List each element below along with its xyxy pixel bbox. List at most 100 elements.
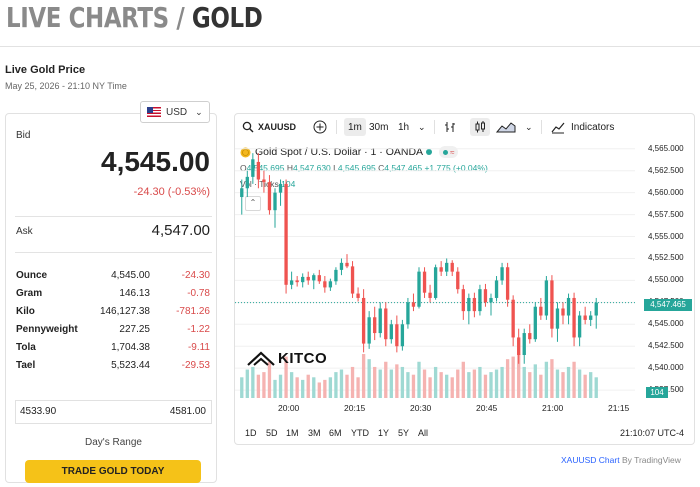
- tradingview-attribution[interactable]: XAUUSD Chart By TradingView: [561, 455, 681, 465]
- candle-body: [467, 297, 471, 312]
- area-chart-icon: [496, 122, 516, 133]
- bar-style-button[interactable]: [443, 118, 457, 136]
- volume-bar: [411, 374, 416, 398]
- candlestick-chart[interactable]: [235, 140, 635, 398]
- volume-bar: [505, 359, 510, 398]
- candle-body: [577, 315, 582, 338]
- y-tick: 4,557.500: [648, 209, 684, 219]
- candle: [306, 271, 310, 285]
- interval-30m[interactable]: 30m: [369, 121, 389, 133]
- x-tick: 21:15: [608, 403, 630, 413]
- volume-bar: [262, 372, 266, 398]
- volume-bar: [306, 374, 310, 398]
- range-5d[interactable]: 5D: [266, 428, 278, 438]
- range-1d[interactable]: 1D: [245, 428, 257, 438]
- symbol-search-button[interactable]: XAUUSD: [242, 118, 296, 136]
- candle: [572, 292, 576, 347]
- volume-bar: [345, 374, 349, 398]
- range-low: 4533.90: [20, 406, 57, 417]
- volume-bar: [439, 372, 443, 398]
- area-style-button[interactable]: [496, 118, 516, 136]
- interval-1m[interactable]: 1m: [344, 118, 366, 136]
- volume-bar: [367, 359, 371, 398]
- range-all[interactable]: All: [418, 428, 429, 438]
- ask-price: 4,547.00: [151, 222, 210, 239]
- toolbar-divider: [336, 120, 337, 134]
- candle: [483, 283, 488, 307]
- candle: [240, 179, 244, 215]
- volume-bar: [577, 369, 582, 398]
- candle: [323, 276, 327, 293]
- range-6m[interactable]: 6M: [329, 428, 342, 438]
- candle: [378, 302, 382, 338]
- volume-bar: [433, 366, 438, 398]
- candle: [445, 258, 449, 277]
- l-label: L: [333, 163, 338, 173]
- candle: [478, 284, 482, 316]
- collapse-legend-button[interactable]: ⌃: [245, 196, 261, 211]
- candle-body: [533, 306, 537, 340]
- currency-select[interactable]: USD ⌄: [140, 101, 210, 123]
- us-flag-icon: [147, 107, 161, 117]
- days-range-bar: [15, 400, 212, 424]
- candle: [345, 254, 349, 269]
- range-3m[interactable]: 3M: [308, 428, 321, 438]
- interval-1h[interactable]: 1h: [398, 121, 410, 133]
- candle: [339, 258, 344, 276]
- range-1m[interactable]: 1M: [286, 428, 299, 438]
- interval-dropdown-icon[interactable]: ⌄: [418, 121, 426, 132]
- candle-body: [422, 271, 427, 293]
- candle-body: [306, 276, 310, 281]
- volume-bar: [483, 374, 488, 398]
- candle-body: [456, 271, 460, 290]
- bid-change: -24.30 (-0.53%): [133, 186, 210, 198]
- unit-value: 146.13: [119, 288, 150, 299]
- bars-icon: [445, 122, 455, 132]
- candle: [533, 302, 537, 342]
- candle-body: [511, 299, 515, 338]
- unit-name: Kilo: [16, 306, 35, 317]
- candle: [262, 170, 266, 193]
- candle: [561, 302, 565, 325]
- attribution-link[interactable]: XAUUSD Chart: [561, 455, 620, 465]
- candles-style-button[interactable]: [470, 118, 490, 136]
- range-5y[interactable]: 5Y: [398, 428, 410, 438]
- range-label: Day's Range: [85, 437, 142, 448]
- candle: [267, 175, 272, 215]
- trade-gold-button[interactable]: TRADE GOLD TODAY: [25, 460, 201, 483]
- style-dropdown-icon[interactable]: ⌄: [525, 121, 533, 132]
- volume-bar: [450, 377, 454, 398]
- volume-bar: [339, 369, 344, 398]
- volume-bar: [334, 372, 338, 398]
- compare-button[interactable]: [313, 118, 327, 136]
- range-1y[interactable]: 1Y: [378, 428, 390, 438]
- y-tick: 4,565.000: [648, 143, 684, 153]
- symbol-label: XAUUSD: [258, 122, 297, 132]
- candle-body: [345, 262, 349, 267]
- volume-bar: [566, 366, 571, 398]
- candle-body: [583, 315, 587, 320]
- range-ytd[interactable]: YTD: [351, 428, 369, 438]
- candle: [511, 295, 515, 347]
- chevron-down-icon: ⌄: [195, 106, 203, 117]
- range-high: 4581.00: [169, 406, 206, 417]
- volume-bar: [317, 382, 321, 398]
- candle-body: [589, 315, 593, 320]
- candle-body: [273, 192, 277, 211]
- candle-body: [483, 289, 488, 303]
- volume-bar: [361, 354, 366, 398]
- candle: [517, 328, 521, 364]
- divider: [15, 252, 212, 253]
- x-tick: 21:00: [542, 403, 564, 413]
- candle: [328, 278, 333, 291]
- low-value: 4,545.695: [337, 163, 376, 173]
- unit-name: Pennyweight: [16, 324, 78, 335]
- volume-bar: [445, 374, 449, 398]
- y-tick: 4,562.500: [648, 165, 684, 175]
- candle-body: [428, 292, 432, 298]
- indicators-button[interactable]: Indicators: [551, 118, 614, 136]
- candle-body: [572, 297, 576, 338]
- unit-change: -29.53: [181, 360, 210, 371]
- candle: [577, 311, 582, 347]
- candle-body: [517, 337, 521, 355]
